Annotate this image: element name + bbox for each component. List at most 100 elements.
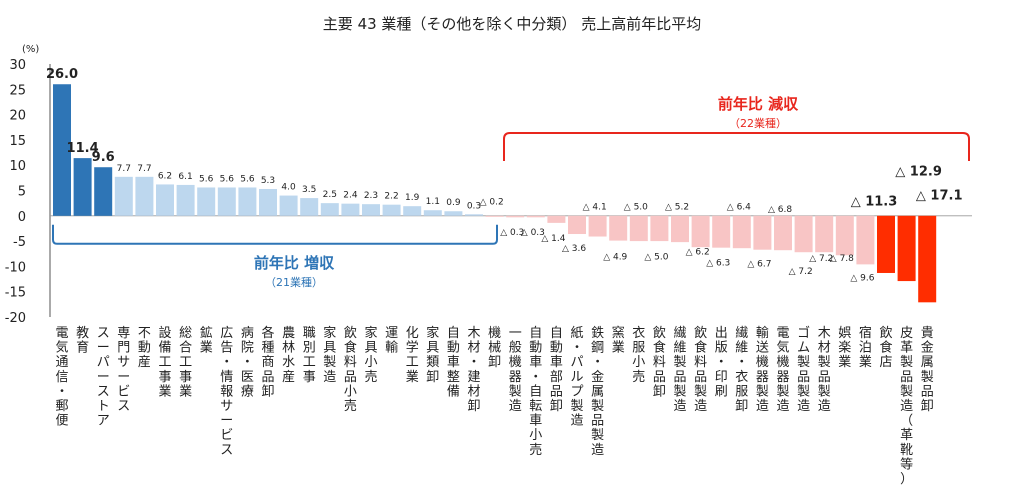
- bar: [279, 195, 298, 216]
- y-tick-label: 20: [9, 109, 26, 124]
- bar: [774, 215, 792, 251]
- category-label: 家具小売: [364, 325, 377, 385]
- category-label: 窯業: [612, 326, 625, 356]
- value-label: 1.9: [405, 193, 420, 203]
- y-tick-label: -5: [13, 235, 26, 250]
- bar: [815, 215, 834, 253]
- bar: [217, 187, 236, 216]
- decrease-annotation-title: 前年比 減収: [718, 95, 799, 113]
- increase-annotation-subtitle: （21業種）: [265, 275, 323, 289]
- bar: [629, 215, 648, 242]
- value-label: △ 0.3: [521, 228, 545, 238]
- y-tick-label: -10: [5, 260, 26, 275]
- bar: [156, 184, 174, 216]
- category-label: 飲食料品小売: [344, 325, 357, 414]
- bar: [197, 187, 216, 216]
- category-label: 娯楽業: [838, 326, 851, 370]
- increase-bracket: [52, 224, 498, 245]
- bar: [176, 184, 195, 216]
- bar: [259, 188, 277, 216]
- category-label: 職別工事: [303, 326, 316, 385]
- category-label: 電気通信・郵便: [55, 326, 68, 429]
- value-label: 2.4: [343, 191, 358, 201]
- category-label: 一般機器製造: [509, 326, 522, 414]
- category-label: 専門サービス: [117, 326, 130, 414]
- bar: [547, 215, 566, 223]
- category-label: 家具類卸: [426, 325, 439, 385]
- y-tick-label: 5: [18, 185, 26, 200]
- category-label: スーパーストア: [97, 326, 110, 429]
- bar: [568, 215, 586, 235]
- bar: [918, 215, 937, 303]
- value-label: 0.3: [467, 201, 481, 211]
- category-label: 不動産: [138, 326, 151, 370]
- value-label: 4.0: [281, 183, 296, 193]
- category-label: 繊維製品製造: [673, 325, 686, 414]
- bar: [238, 187, 257, 216]
- bar: [856, 215, 875, 265]
- value-label: △ 6.8: [768, 205, 792, 215]
- bar: [403, 206, 422, 216]
- bar: [732, 215, 751, 249]
- bar: [877, 215, 895, 273]
- value-label: △ 17.1: [916, 189, 963, 204]
- value-label: 2.3: [364, 191, 378, 201]
- value-label: △ 4.9: [603, 252, 627, 262]
- value-label: △ 6.7: [747, 259, 771, 269]
- bar: [753, 215, 772, 250]
- value-label: 3.5: [302, 185, 316, 195]
- y-tick-label: 0: [18, 210, 26, 225]
- bar: [897, 215, 916, 282]
- bar: [506, 215, 525, 218]
- decrease-annotation: 前年比 減収 （22業種）: [503, 95, 970, 161]
- category-label: 飲食料品卸: [653, 325, 666, 399]
- bar: [588, 215, 607, 237]
- y-tick-label: 10: [9, 159, 26, 174]
- category-labels-group: 電気通信・郵便教育スーパーストア専門サービス不動産設備工事業総合工事業鉱業広告・…: [55, 325, 933, 487]
- value-label: 5.6: [220, 174, 235, 184]
- bar: [465, 214, 483, 216]
- category-label: 自動車整備: [447, 326, 460, 399]
- category-label: 設備工事業: [158, 325, 171, 399]
- value-label: 2.2: [384, 192, 398, 202]
- value-label: 5.3: [261, 176, 275, 186]
- value-label: 0.9: [446, 198, 461, 208]
- category-label: 飲食料品製造: [694, 325, 707, 414]
- category-label: 電気機器製造: [776, 326, 789, 414]
- value-label: △ 0.3: [500, 228, 524, 238]
- value-label: △ 7.2: [809, 254, 833, 264]
- y-tick-label: 25: [9, 83, 26, 98]
- y-axis-unit: (%): [22, 44, 39, 55]
- decrease-annotation-subtitle: （22業種）: [729, 116, 787, 130]
- category-label: 広告・情報サービス: [220, 326, 233, 458]
- category-label: 鉄鋼・金属製品製造: [591, 326, 604, 458]
- category-label: 紙・パルプ製造: [570, 326, 583, 429]
- value-label: 1.1: [426, 197, 440, 207]
- value-label: △ 12.9: [895, 164, 942, 179]
- bar: [94, 167, 113, 216]
- bar: [794, 215, 813, 253]
- bar: [650, 215, 669, 242]
- bar: [526, 215, 545, 218]
- category-label: 自動車・自転車小売: [529, 326, 542, 458]
- value-label: △ 0.2: [480, 198, 504, 208]
- category-label: 貴金属製品卸: [921, 326, 934, 414]
- bar: [691, 215, 710, 248]
- category-label: 木材製品製造: [818, 326, 831, 414]
- value-label: △ 6.4: [727, 203, 751, 213]
- bar: [485, 215, 504, 217]
- category-label: 病院・医療: [241, 326, 254, 399]
- y-tick-label: -15: [5, 286, 26, 301]
- category-label: ゴム製品製造: [797, 325, 810, 414]
- y-tick-label: -20: [5, 311, 26, 326]
- category-label: 総合工事業: [179, 326, 192, 399]
- value-label: △ 11.3: [851, 195, 898, 210]
- value-label: △ 7.2: [789, 267, 813, 277]
- value-label: 2.5: [323, 190, 337, 200]
- category-label: 鉱業: [200, 325, 213, 356]
- category-label: 農林水産: [282, 326, 295, 385]
- value-label: △ 5.0: [624, 203, 648, 213]
- bar: [423, 210, 442, 216]
- category-label: 機械卸: [488, 326, 501, 370]
